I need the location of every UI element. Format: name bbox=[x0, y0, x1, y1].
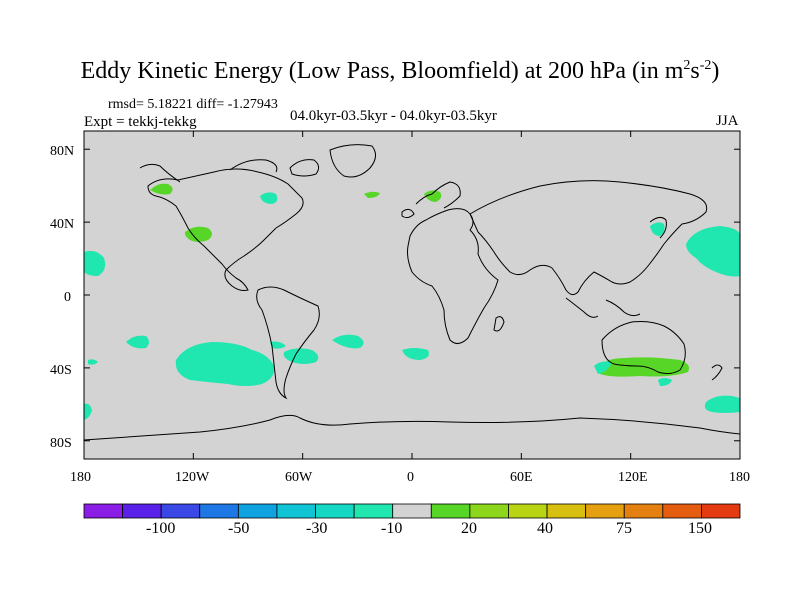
lon-label-0: 0 bbox=[407, 470, 414, 485]
region-nw-pacific bbox=[686, 226, 740, 277]
region-alaska bbox=[150, 183, 173, 195]
colorbar-swatch bbox=[237, 503, 278, 519]
colorbar-swatch bbox=[662, 503, 702, 519]
region-blob-south-pacific-small bbox=[126, 335, 149, 349]
lat-label-80s: 80S bbox=[50, 436, 72, 451]
colorbar-swatch bbox=[430, 503, 471, 519]
region-argentina bbox=[283, 348, 319, 364]
region-tasman bbox=[658, 378, 672, 386]
colorbar-swatch bbox=[353, 503, 394, 519]
region-south-east-edge bbox=[84, 403, 92, 420]
colorbar bbox=[83, 503, 741, 519]
stats-text: rmsd= 5.18221 diff= -1.27943 bbox=[108, 97, 278, 112]
region-n-atlantic bbox=[364, 191, 380, 198]
colorbar-swatch bbox=[83, 503, 123, 519]
colorbar-swatch bbox=[160, 503, 201, 519]
page-title: Eddy Kinetic Energy (Low Pass, Bloomfiel… bbox=[80, 58, 720, 84]
region-australia-south bbox=[598, 357, 689, 377]
region-n-pacific-east bbox=[84, 250, 106, 276]
colorbar-swatch bbox=[469, 503, 509, 519]
lon-label-120e: 120E bbox=[618, 470, 648, 485]
periods-label: 04.0kyr-03.5kyr - 04.0kyr-03.5kyr bbox=[290, 108, 497, 124]
colorbar-swatch bbox=[315, 503, 355, 519]
lon-label-180e: 180 bbox=[729, 470, 750, 485]
coastlines bbox=[84, 144, 740, 441]
lon-label-60w: 60W bbox=[285, 470, 313, 485]
colorbar-swatch bbox=[122, 503, 162, 519]
lon-label-120w: 120W bbox=[175, 470, 210, 485]
region-s-atlantic bbox=[332, 334, 364, 349]
colorbar-swatch bbox=[392, 503, 432, 519]
region-s-pacific bbox=[175, 342, 275, 386]
season-label: JJA bbox=[716, 113, 739, 129]
region-s-indian-west bbox=[402, 348, 429, 360]
region-chile-coast bbox=[270, 341, 286, 349]
region-small-south bbox=[88, 359, 98, 365]
lon-label-180w: 180 bbox=[70, 470, 91, 485]
colorbar-swatch bbox=[276, 503, 316, 519]
colorbar-swatch bbox=[623, 503, 664, 519]
region-california bbox=[184, 226, 212, 242]
anomaly-regions bbox=[84, 183, 740, 420]
map-ticks bbox=[83, 131, 741, 459]
region-south-tasman bbox=[704, 395, 740, 413]
colorbar-label: 75 bbox=[616, 520, 632, 537]
colorbar-label: 20 bbox=[461, 520, 477, 537]
region-canada-east bbox=[260, 192, 278, 204]
colorbar-label: -100 bbox=[146, 520, 176, 537]
region-scandinavia bbox=[424, 190, 442, 202]
lat-label-40n: 40N bbox=[50, 217, 75, 232]
lon-label-60e: 60E bbox=[510, 470, 533, 485]
colorbar-swatch bbox=[701, 503, 741, 519]
colorbar-label: 40 bbox=[537, 520, 553, 537]
colorbar-label: 150 bbox=[688, 520, 712, 537]
colorbar-swatch bbox=[546, 503, 587, 519]
colorbar-label: -30 bbox=[306, 520, 328, 537]
lat-label-0: 0 bbox=[64, 290, 71, 305]
colorbar-swatch bbox=[508, 503, 548, 519]
colorbar-label: -50 bbox=[228, 520, 250, 537]
region-s-indian bbox=[594, 361, 612, 374]
lat-label-40s: 40S bbox=[50, 363, 72, 378]
colorbar-swatch bbox=[199, 503, 239, 519]
region-japan bbox=[650, 222, 665, 236]
lat-label-80n: 80N bbox=[50, 144, 75, 159]
colorbar-swatch bbox=[585, 503, 625, 519]
experiment-label: Expt = tekkj-tekkg bbox=[84, 114, 197, 130]
colorbar-label: -10 bbox=[381, 520, 403, 537]
map-background bbox=[84, 131, 740, 459]
